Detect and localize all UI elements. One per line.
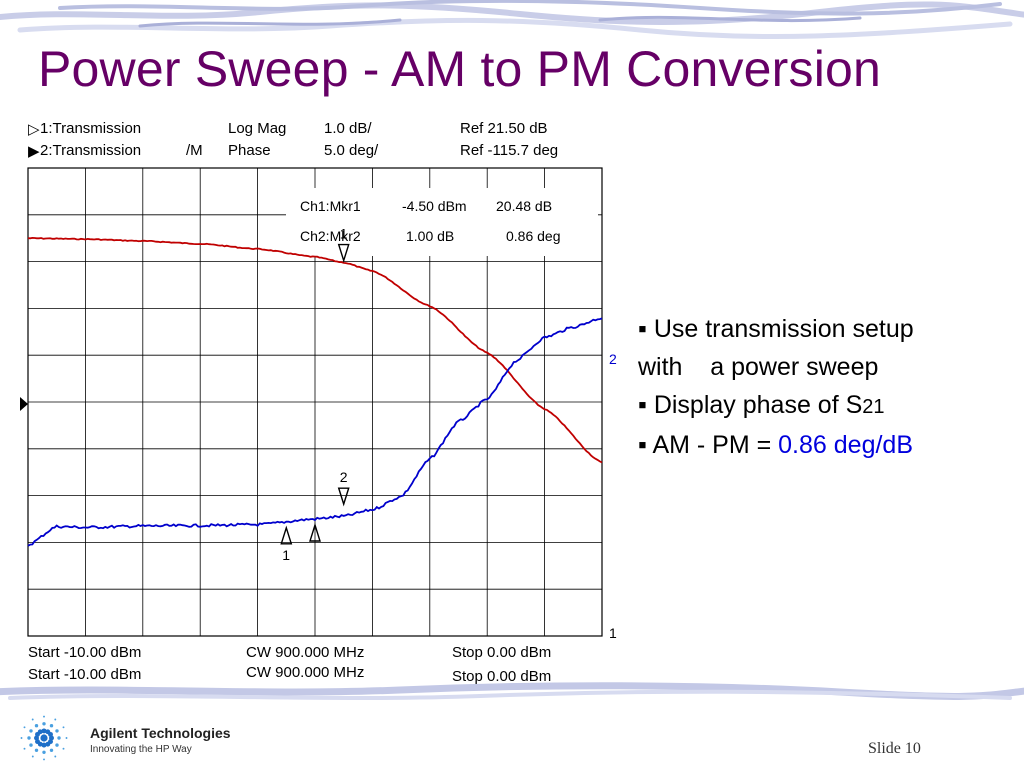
agilent-spark-logo-icon xyxy=(20,715,68,761)
marker-2-value1: 1.00 dB xyxy=(406,228,454,244)
reference-level-arrow-icon xyxy=(20,397,28,411)
channel-1-hollow-triangle-icon: ▷ xyxy=(28,121,40,138)
top-brush-decoration xyxy=(0,0,1024,40)
marker-1-value1: -4.50 dBm xyxy=(402,198,467,214)
footer-start-2: Start -10.00 dBm xyxy=(28,666,142,683)
marker-3-icon xyxy=(309,522,321,542)
channel-1-ref: Ref 21.50 dB xyxy=(460,120,548,137)
footer-stop-1: Stop 0.00 dBm xyxy=(452,644,552,661)
marker-2-number: 1 xyxy=(282,547,290,563)
trace-2-end-label: 2 xyxy=(609,351,617,367)
bullet-3: ▪ AM - PM = 0.86 deg/dB xyxy=(638,431,913,459)
bullet-3-highlight: 0.86 deg/dB xyxy=(778,431,913,459)
footer-cw-1: CW 900.000 MHz xyxy=(246,644,365,661)
marker-1-number: 2 xyxy=(340,469,348,485)
page-title: Power Sweep - AM to PM Conversion xyxy=(38,41,882,97)
bullet-1-text: Use transmission setup xyxy=(653,315,914,343)
slide-number-value: 10 xyxy=(904,740,921,757)
marker-2-value2: 0.86 deg xyxy=(506,228,561,244)
slide-label: Slide xyxy=(868,740,901,757)
channel-2-format: Phase xyxy=(228,142,271,159)
bullet-2: ▪ Display phase of S21 xyxy=(638,391,885,419)
marker-2-label: Ch2:Mkr2 xyxy=(300,228,361,244)
slide-number: Slide 10 xyxy=(868,740,921,758)
channel-1-scale: 1.0 dB/ xyxy=(324,120,372,137)
bullet-1-continuation: with a power sweep xyxy=(638,353,879,381)
marker-1-value2: 20.48 dB xyxy=(496,198,552,214)
chart-traces xyxy=(27,236,603,547)
bottom-brush-decoration xyxy=(0,682,1024,700)
chart-markers: 1 2 1 xyxy=(280,226,350,563)
bullet-2-subscript: 21 xyxy=(862,396,885,418)
marker-2-icon: 1 xyxy=(280,525,293,563)
bullet-1: ▪ Use transmission setup xyxy=(638,315,914,343)
marker-readout-box xyxy=(286,188,598,256)
channel-2-tag: /M xyxy=(186,142,203,159)
channel-2-scale: 5.0 deg/ xyxy=(324,142,379,159)
bullet-list: ▪ Use transmission setup with a power sw… xyxy=(638,310,1018,464)
marker-0-icon: 1 xyxy=(337,226,350,263)
channel-1-label: 1:Transmission xyxy=(40,120,142,137)
marker-1-icon: 2 xyxy=(337,469,350,507)
bullet-2-text: Display phase of S xyxy=(653,391,863,419)
footer-stop-2: Stop 0.00 dBm xyxy=(452,668,552,685)
footer-start-1: Start -10.00 dBm xyxy=(28,644,142,661)
trace-2 xyxy=(27,317,603,547)
footer-cw-2: CW 900.000 MHz xyxy=(246,664,365,681)
channel-2-filled-triangle-icon: ▶ xyxy=(28,143,40,160)
channel-1-format: Log Mag xyxy=(228,120,287,137)
channel-2-ref: Ref -115.7 deg xyxy=(460,142,559,159)
trace-1-end-label: 1 xyxy=(609,625,617,641)
marker-0-number: 1 xyxy=(340,226,348,242)
logo-name: Agilent Technologies xyxy=(90,725,231,741)
logo-tagline: Innovating the HP Way xyxy=(90,744,192,755)
marker-1-label: Ch1:Mkr1 xyxy=(300,198,361,214)
bullet-3-text: AM - PM = xyxy=(652,431,779,459)
channel-2-label: 2:Transmission xyxy=(40,142,142,159)
trace-1 xyxy=(27,236,603,464)
